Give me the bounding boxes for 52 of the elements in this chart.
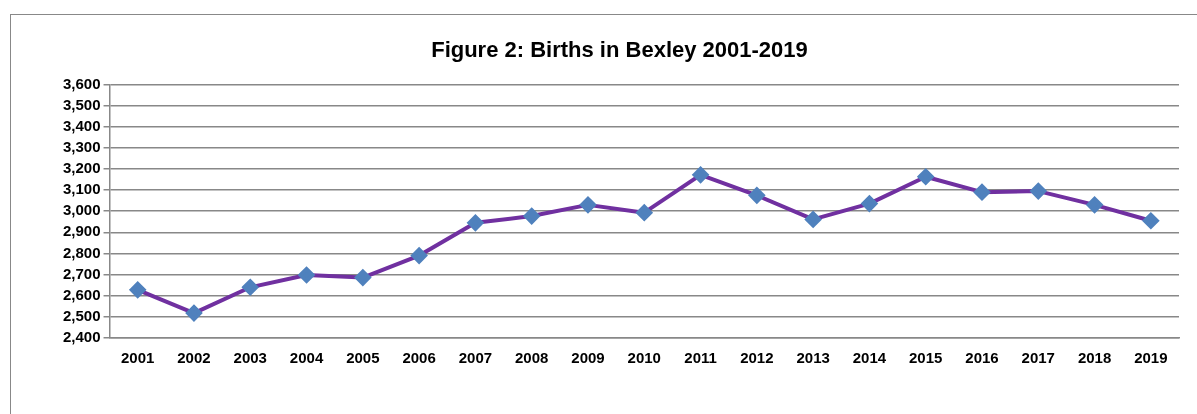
point xyxy=(636,204,653,221)
point xyxy=(411,247,428,264)
x-tick-label: 2017 xyxy=(1021,349,1055,367)
y-tick-label: 3,400 xyxy=(62,116,101,134)
x-tick-label: 2018 xyxy=(1077,349,1112,367)
y-tick-label: 2,700 xyxy=(62,264,101,282)
point xyxy=(185,305,202,322)
point xyxy=(1030,183,1047,200)
point xyxy=(861,195,878,212)
x-tick-label: 2009 xyxy=(571,349,605,367)
y-tick-label: 3,000 xyxy=(62,201,101,219)
x-tick-label: 2008 xyxy=(515,349,549,367)
point xyxy=(129,281,146,298)
x-tick-label: 2001 xyxy=(120,349,155,367)
x-tick-label: 2014 xyxy=(852,349,887,367)
x-tick-label: 2010 xyxy=(627,349,661,367)
y-tick-label: 2,800 xyxy=(62,243,101,261)
point xyxy=(579,196,596,213)
point xyxy=(973,184,990,201)
point xyxy=(1086,196,1103,213)
y-tick-label: 3,500 xyxy=(62,95,101,113)
point xyxy=(523,208,540,225)
point xyxy=(467,214,484,231)
x-tick-label: 2012 xyxy=(740,349,774,367)
x-tick-label: 2019 xyxy=(1134,349,1168,367)
y-tick-label: 2,900 xyxy=(62,222,101,240)
y-tick-label: 3,300 xyxy=(62,137,101,155)
y-tick-label: 3,600 xyxy=(62,74,101,92)
point xyxy=(748,187,765,204)
x-tick-label: 2006 xyxy=(402,349,436,367)
point xyxy=(917,168,934,185)
point xyxy=(298,267,315,284)
x-tick-label: 2013 xyxy=(796,349,830,367)
point xyxy=(1142,212,1159,229)
x-tick-label: 2011 xyxy=(684,349,717,367)
y-tick-label: 3,100 xyxy=(62,180,101,198)
x-tick-label: 2007 xyxy=(458,349,493,367)
x-tick-label: 2002 xyxy=(177,349,211,367)
x-tick-label: 2015 xyxy=(909,349,943,367)
x-tick-label: 2016 xyxy=(965,349,999,367)
y-tick-label: 2,600 xyxy=(62,285,101,303)
x-tick-label: 2005 xyxy=(346,349,380,367)
point xyxy=(692,166,709,183)
chart-title: Figure 2: Births in Bexley 2001-2019 xyxy=(431,37,808,63)
x-tick-label: 2004 xyxy=(289,349,324,367)
point xyxy=(242,279,259,296)
x-tick-label: 2003 xyxy=(233,349,267,367)
y-tick-label: 2,500 xyxy=(62,307,101,325)
y-tick-label: 3,200 xyxy=(62,159,101,177)
point xyxy=(805,211,822,228)
point xyxy=(354,269,371,286)
y-tick-label: 2,400 xyxy=(62,328,101,346)
